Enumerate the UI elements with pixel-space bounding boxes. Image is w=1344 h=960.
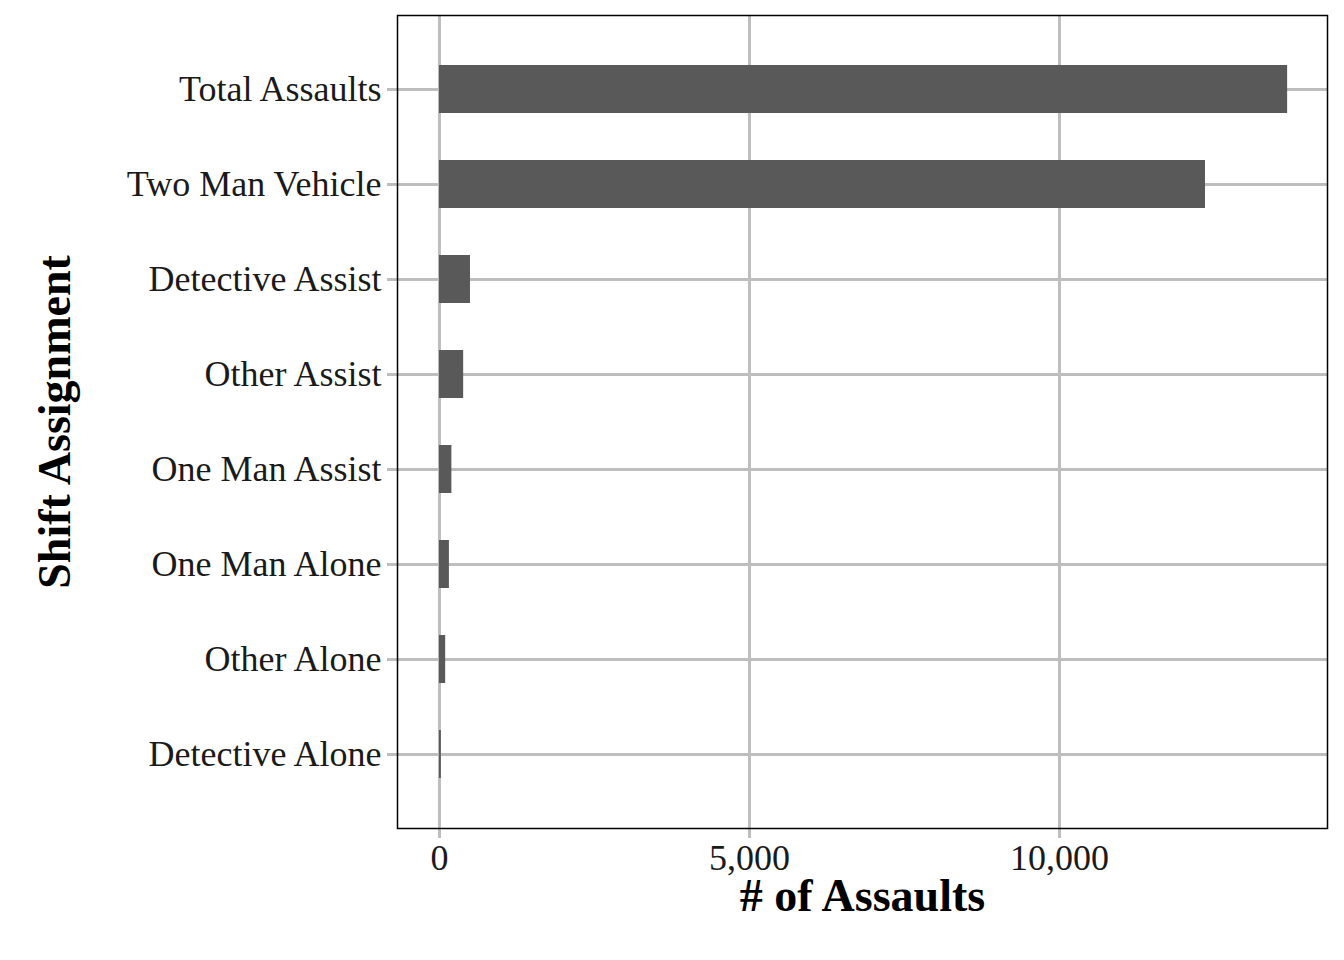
svg-text:Detective Alone: Detective Alone: [149, 734, 382, 774]
svg-text:10,000: 10,000: [1010, 838, 1109, 878]
svg-text:Two Man Vehicle: Two Man Vehicle: [127, 164, 382, 204]
svg-text:Shift Assignment: Shift Assignment: [29, 255, 80, 589]
svg-text:Total Assaults: Total Assaults: [179, 69, 381, 109]
svg-text:Detective Assist: Detective Assist: [149, 259, 382, 299]
svg-text:Other Assist: Other Assist: [204, 354, 381, 394]
svg-text:Other Alone: Other Alone: [205, 639, 382, 679]
svg-text:# of Assaults: # of Assaults: [740, 870, 985, 921]
svg-text:5,000: 5,000: [709, 838, 790, 879]
svg-text:0: 0: [430, 838, 448, 878]
svg-text:One Man Assist: One Man Assist: [151, 449, 381, 489]
svg-text:One Man Alone: One Man Alone: [152, 544, 382, 584]
